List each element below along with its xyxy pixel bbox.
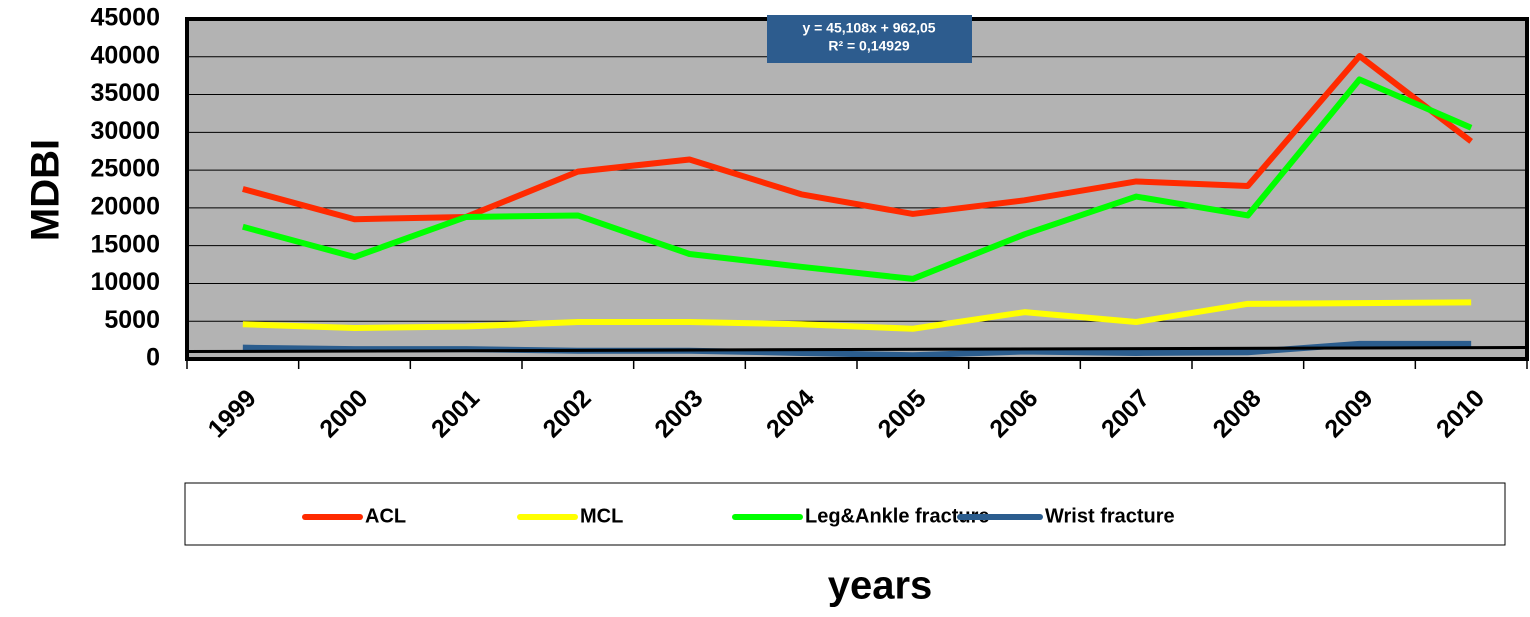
y-axis-title: MDBI	[24, 139, 68, 241]
y-tick-label: 0	[146, 344, 160, 372]
annotation-text: R² = 0,14929	[828, 38, 910, 54]
y-tick-label: 10000	[90, 268, 160, 296]
series-line	[242, 76, 1473, 282]
y-tick-label: 40000	[90, 41, 160, 69]
x-tick-label: 2004	[761, 384, 820, 443]
legend-box	[184, 482, 1506, 546]
x-tick-label: 2001	[426, 384, 485, 443]
y-tick-label: 15000	[90, 230, 160, 258]
y-tick-label: 45000	[90, 4, 160, 32]
y-tick-label: 25000	[90, 155, 160, 183]
x-tick-label: 2008	[1208, 384, 1267, 443]
y-tick-label: 5000	[104, 306, 160, 334]
x-tick-label: 2009	[1319, 384, 1378, 443]
y-tick-label: 30000	[90, 117, 160, 145]
x-tick-label: 1999	[203, 384, 262, 443]
x-tick-label: 2000	[314, 384, 373, 443]
series-line	[242, 299, 1472, 332]
series-line	[242, 53, 1473, 223]
legend-label: MCL	[580, 505, 623, 527]
x-tick-label: 2002	[538, 384, 597, 443]
x-axis-title: years	[828, 564, 933, 608]
y-tick-label: 35000	[90, 79, 160, 107]
x-tick-label: 2010	[1431, 384, 1490, 443]
annotation-box	[767, 15, 972, 63]
legend-label: Wrist fracture	[1045, 505, 1175, 527]
series-line	[242, 340, 1472, 359]
x-tick-label: 2007	[1096, 384, 1155, 443]
legend-label: Leg&Ankle fracture	[805, 505, 990, 527]
annotation-text: y = 45,108x + 962,05	[802, 20, 935, 36]
legend-label: ACL	[365, 505, 406, 527]
trendline	[186, 345, 1528, 354]
plot-area	[187, 19, 1527, 359]
x-tick-label: 2006	[984, 384, 1043, 443]
y-tick-label: 20000	[90, 192, 160, 220]
x-tick-label: 2003	[649, 384, 708, 443]
x-tick-label: 2005	[873, 384, 932, 443]
